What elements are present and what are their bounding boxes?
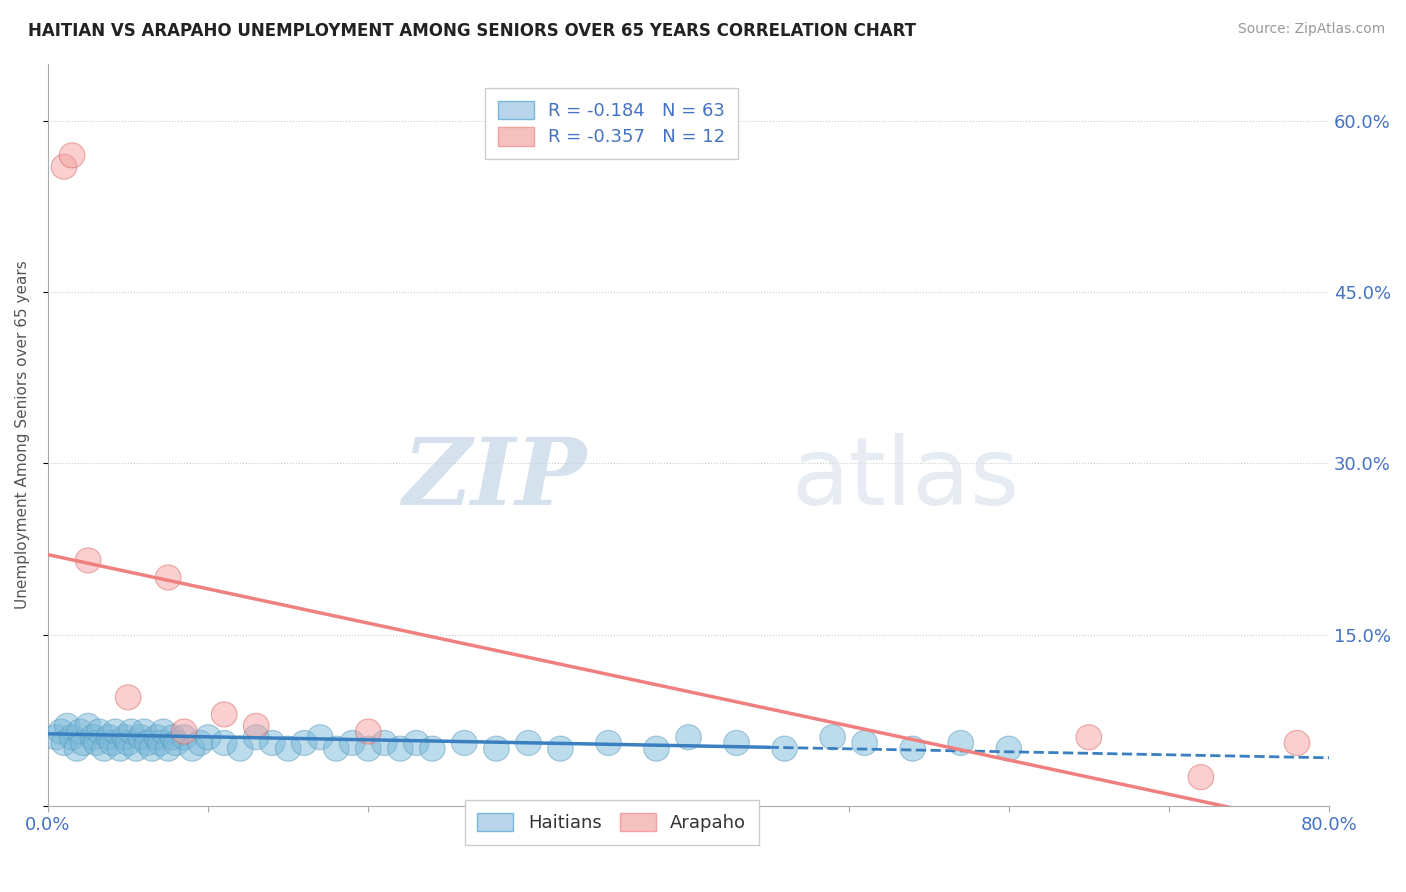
Ellipse shape (163, 731, 188, 756)
Ellipse shape (516, 731, 541, 756)
Ellipse shape (388, 736, 413, 761)
Ellipse shape (150, 719, 176, 744)
Ellipse shape (644, 736, 669, 761)
Ellipse shape (948, 731, 973, 756)
Text: atlas: atlas (792, 434, 1019, 525)
Ellipse shape (91, 736, 117, 761)
Ellipse shape (76, 548, 101, 573)
Ellipse shape (187, 731, 212, 756)
Ellipse shape (131, 719, 157, 744)
Ellipse shape (128, 724, 153, 750)
Ellipse shape (676, 724, 702, 750)
Ellipse shape (67, 719, 93, 744)
Ellipse shape (103, 719, 128, 744)
Ellipse shape (83, 731, 108, 756)
Ellipse shape (44, 724, 69, 750)
Ellipse shape (724, 731, 749, 756)
Ellipse shape (772, 736, 797, 761)
Ellipse shape (87, 719, 112, 744)
Ellipse shape (51, 154, 77, 179)
Ellipse shape (160, 724, 186, 750)
Legend: Haitians, Arapaho: Haitians, Arapaho (464, 800, 759, 845)
Ellipse shape (148, 731, 173, 756)
Ellipse shape (145, 724, 170, 750)
Ellipse shape (339, 731, 366, 756)
Ellipse shape (155, 736, 181, 761)
Ellipse shape (852, 731, 877, 756)
Ellipse shape (124, 736, 149, 761)
Ellipse shape (65, 736, 90, 761)
Ellipse shape (70, 731, 96, 756)
Ellipse shape (112, 724, 138, 750)
Ellipse shape (118, 719, 145, 744)
Ellipse shape (107, 736, 134, 761)
Ellipse shape (547, 736, 574, 761)
Ellipse shape (155, 565, 181, 590)
Ellipse shape (451, 731, 477, 756)
Ellipse shape (419, 736, 446, 761)
Ellipse shape (323, 736, 349, 761)
Ellipse shape (995, 736, 1022, 761)
Ellipse shape (356, 736, 381, 761)
Text: Source: ZipAtlas.com: Source: ZipAtlas.com (1237, 22, 1385, 37)
Ellipse shape (484, 736, 509, 761)
Ellipse shape (371, 731, 396, 756)
Ellipse shape (48, 719, 73, 744)
Ellipse shape (51, 731, 77, 756)
Ellipse shape (276, 736, 301, 761)
Ellipse shape (115, 685, 141, 710)
Ellipse shape (76, 714, 101, 739)
Ellipse shape (1284, 731, 1310, 756)
Y-axis label: Unemployment Among Seniors over 65 years: Unemployment Among Seniors over 65 years (15, 260, 30, 609)
Ellipse shape (59, 724, 84, 750)
Ellipse shape (135, 731, 160, 756)
Ellipse shape (195, 724, 221, 750)
Ellipse shape (211, 702, 238, 727)
Ellipse shape (596, 731, 621, 756)
Ellipse shape (172, 724, 197, 750)
Ellipse shape (55, 714, 80, 739)
Ellipse shape (820, 724, 845, 750)
Ellipse shape (291, 731, 318, 756)
Ellipse shape (228, 736, 253, 761)
Ellipse shape (59, 143, 84, 168)
Ellipse shape (115, 731, 141, 756)
Ellipse shape (1188, 764, 1213, 789)
Ellipse shape (180, 736, 205, 761)
Ellipse shape (96, 724, 122, 750)
Ellipse shape (900, 736, 925, 761)
Ellipse shape (139, 736, 165, 761)
Text: ZIP: ZIP (402, 434, 586, 524)
Ellipse shape (172, 719, 197, 744)
Text: HAITIAN VS ARAPAHO UNEMPLOYMENT AMONG SENIORS OVER 65 YEARS CORRELATION CHART: HAITIAN VS ARAPAHO UNEMPLOYMENT AMONG SE… (28, 22, 917, 40)
Ellipse shape (404, 731, 429, 756)
Ellipse shape (1076, 724, 1102, 750)
Ellipse shape (243, 724, 269, 750)
Ellipse shape (211, 731, 238, 756)
Ellipse shape (260, 731, 285, 756)
Ellipse shape (100, 731, 125, 756)
Ellipse shape (243, 714, 269, 739)
Ellipse shape (80, 724, 105, 750)
Ellipse shape (308, 724, 333, 750)
Ellipse shape (356, 719, 381, 744)
